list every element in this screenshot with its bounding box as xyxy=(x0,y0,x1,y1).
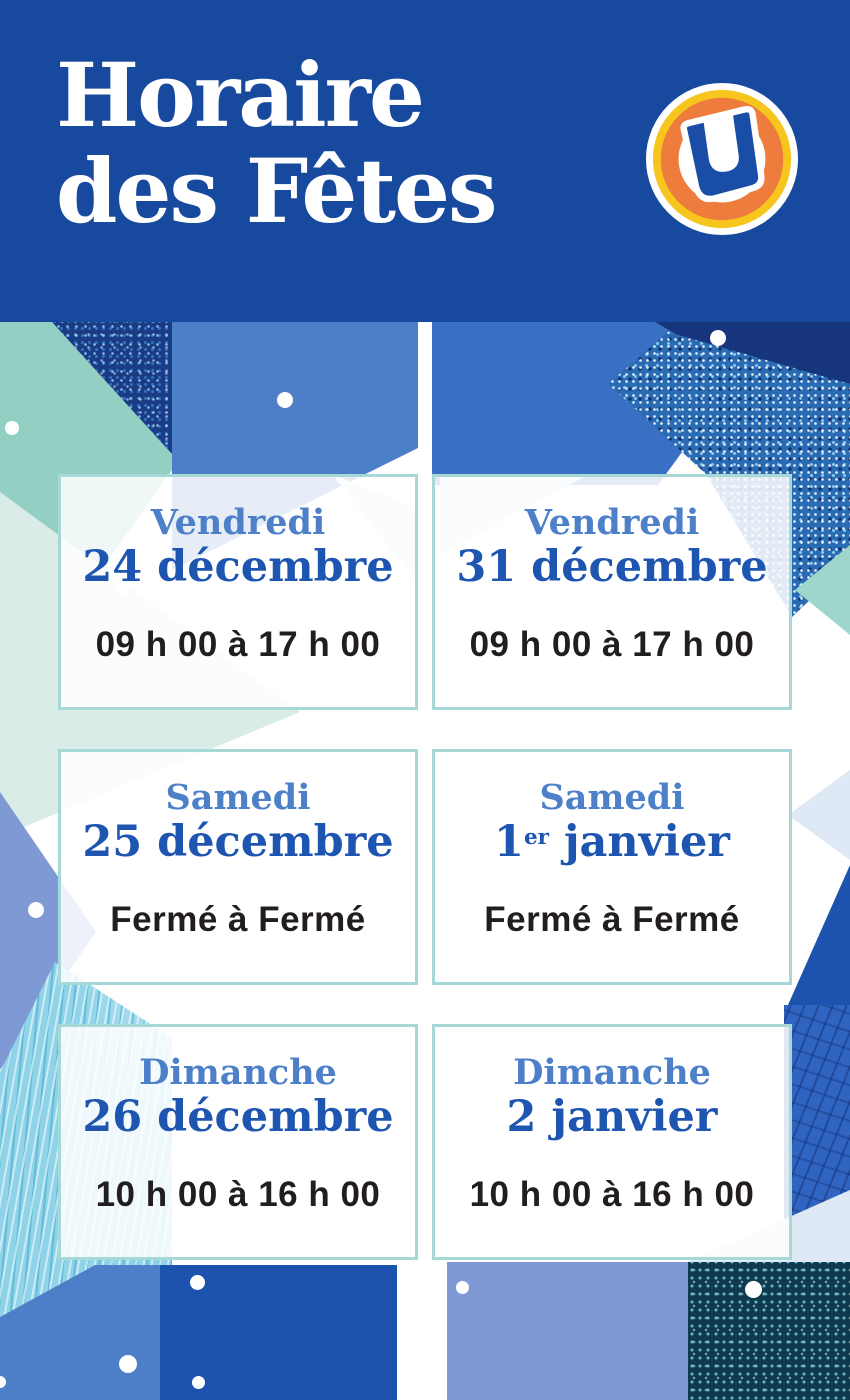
white-dot xyxy=(745,1281,762,1298)
white-dot xyxy=(5,421,19,435)
title-line-2: des Fêtes xyxy=(56,138,498,243)
card-day-label: Samedi xyxy=(165,777,311,818)
page-title: Horaire des Fêtes xyxy=(56,43,498,243)
date-text: 25 décembre xyxy=(82,817,394,868)
white-dot xyxy=(190,1275,205,1290)
card-date: 31 décembre xyxy=(435,543,789,591)
bg-shape-periwinkle-bottom xyxy=(447,1262,700,1400)
card-hours: Fermé à Fermé xyxy=(110,900,366,940)
card-day-label: Dimanche xyxy=(513,1052,711,1093)
date-text: 31 décembre xyxy=(456,542,768,593)
white-dot xyxy=(710,330,726,346)
bg-shape-teal-glitter-bottom xyxy=(688,1262,850,1400)
card-hours: 10 h 00 à 16 h 00 xyxy=(469,1175,755,1215)
card-date: 26 décembre xyxy=(61,1093,415,1141)
date-superscript: er xyxy=(523,825,549,851)
white-dot xyxy=(28,902,44,918)
card-hours: 10 h 00 à 16 h 00 xyxy=(95,1175,381,1215)
card-day-label: Samedi xyxy=(539,777,685,818)
card-day-label: Vendredi xyxy=(150,502,326,543)
card-date: 25 décembre xyxy=(61,818,415,866)
white-dot xyxy=(192,1376,205,1389)
schedule-card-3: Samedi 25 décembre Fermé à Fermé xyxy=(58,749,418,985)
schedule-card-4: Samedi 1er janvier Fermé à Fermé xyxy=(432,749,792,985)
date-text: 1 xyxy=(494,817,524,868)
white-dot xyxy=(119,1355,137,1373)
title-line-1: Horaire xyxy=(56,43,425,147)
card-day-label: Vendredi xyxy=(524,502,700,543)
white-dot xyxy=(456,1281,469,1294)
card-hours: Fermé à Fermé xyxy=(484,900,740,940)
schedule-card-6: Dimanche 2 janvier 10 h 00 à 16 h 00 xyxy=(432,1024,792,1260)
date-text: 24 décembre xyxy=(82,542,394,593)
schedule-card-5: Dimanche 26 décembre 10 h 00 à 16 h 00 xyxy=(58,1024,418,1260)
date-text: 26 décembre xyxy=(82,1092,394,1143)
u-brand-logo-icon xyxy=(643,80,801,238)
card-date: 2 janvier xyxy=(435,1093,789,1141)
date-rest: janvier xyxy=(548,817,730,868)
date-text: 2 janvier xyxy=(506,1092,718,1143)
card-date: 1er janvier xyxy=(435,818,789,866)
card-date: 24 décembre xyxy=(61,543,415,591)
u-logo-svg xyxy=(645,82,799,236)
card-hours: 09 h 00 à 17 h 00 xyxy=(95,625,381,665)
card-day-label: Dimanche xyxy=(139,1052,337,1093)
schedule-card-2: Vendredi 31 décembre 09 h 00 à 17 h 00 xyxy=(432,474,792,710)
schedule-card-1: Vendredi 24 décembre 09 h 00 à 17 h 00 xyxy=(58,474,418,710)
white-dot xyxy=(277,392,293,408)
white-dot xyxy=(0,1376,6,1388)
card-hours: 09 h 00 à 17 h 00 xyxy=(469,625,755,665)
header-banner: Horaire des Fêtes xyxy=(0,0,850,322)
